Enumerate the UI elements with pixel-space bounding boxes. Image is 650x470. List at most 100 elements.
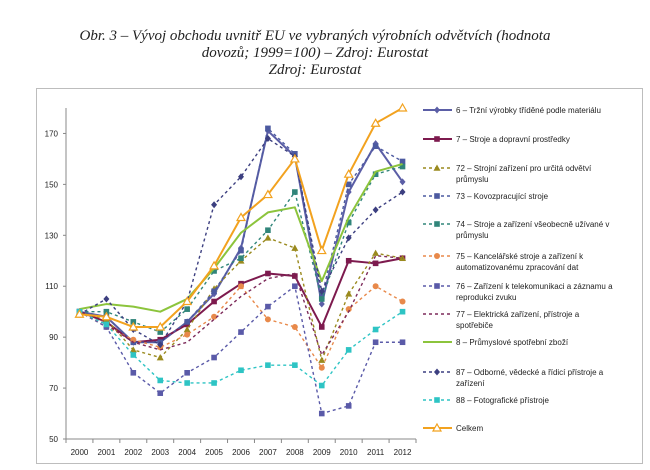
legend-label: 77 – Elektrická zařízení, přístroje a	[456, 310, 580, 319]
x-tick-label: 2001	[97, 448, 115, 457]
data-point	[318, 364, 325, 371]
series-3	[75, 234, 407, 363]
data-point	[343, 168, 354, 178]
x-tick-label: 2012	[394, 448, 412, 457]
data-point	[316, 245, 327, 255]
data-point	[184, 380, 190, 386]
data-point	[399, 308, 406, 315]
data-point	[211, 298, 217, 305]
data-point	[318, 324, 325, 330]
legend-label: Celkem	[456, 424, 483, 433]
data-point	[184, 306, 190, 312]
legend-item-11: 88 – Fotografické přístroje	[423, 396, 549, 405]
series-line	[79, 285, 403, 369]
data-point	[157, 377, 164, 384]
data-point	[372, 249, 380, 256]
legend-item-5: 74 – Stroje a zařízení všeobecně užívané…	[423, 220, 609, 240]
legend-label: 72 – Strojní zařízení pro určitá odvětví	[456, 164, 592, 173]
series-9	[79, 163, 403, 313]
data-point	[184, 370, 190, 376]
legend-item-7: 76 – Zařízení k telekomunikaci a záznamu…	[423, 282, 613, 302]
data-point	[74, 309, 85, 318]
legend-marker	[434, 253, 440, 259]
data-point	[238, 247, 244, 254]
y-tick-label: 130	[45, 231, 59, 240]
data-point	[103, 295, 110, 303]
data-point	[318, 296, 325, 302]
legend-label: 88 – Fotografické přístroje	[456, 396, 549, 405]
data-point	[372, 143, 379, 149]
chart-frame	[36, 88, 643, 464]
y-tick-label: 50	[49, 435, 58, 444]
legend-marker	[434, 368, 440, 376]
series-12	[74, 102, 408, 331]
data-point	[129, 346, 137, 353]
legend-item-3: 72 – Strojní zařízení pro určitá odvětví…	[423, 164, 592, 184]
data-point	[289, 153, 300, 163]
data-point	[211, 201, 218, 209]
data-point	[345, 347, 352, 353]
data-point	[211, 380, 217, 386]
legend-marker	[434, 221, 440, 227]
data-point	[101, 311, 112, 321]
series-line	[79, 127, 403, 343]
data-point	[155, 321, 166, 331]
series-line	[79, 311, 403, 387]
y-tick-label: 110	[45, 282, 58, 291]
legend-label: průmyslu	[456, 231, 488, 240]
data-point	[209, 260, 220, 270]
data-point	[211, 268, 217, 274]
legend-marker	[434, 136, 440, 142]
data-point	[157, 329, 164, 335]
legend-marker	[431, 422, 443, 432]
data-point	[397, 102, 408, 112]
data-point	[265, 303, 271, 310]
chart-axes: 50 70 90 110 130 150 170 2000 2001 2002 2003 2004 20…	[45, 108, 417, 457]
data-point	[156, 354, 164, 361]
data-point	[128, 321, 139, 331]
chart-title-line-1: Obr. 3 – Vývoj obchodu uvnitř EU ve vybr…	[79, 28, 551, 44]
legend-label: 6 – Tržní výrobky tříděné podle materiál…	[456, 106, 601, 115]
legend-label: 74 – Stroje a zařízení všeobecně užívané…	[456, 220, 609, 229]
data-point	[184, 331, 191, 338]
legend-marker	[434, 397, 440, 403]
chart-title-line-3: Zdroj: Eurostat	[268, 62, 362, 78]
data-point	[235, 212, 247, 222]
legend-label: automatizovanému zpracování dat	[456, 263, 579, 272]
x-tick-label: 2011	[367, 448, 385, 457]
legend-label: 8 – Průmyslové spotřební zboží	[456, 338, 569, 347]
data-point	[399, 158, 406, 165]
legend-item-9: 8 – Průmyslové spotřební zboží	[423, 338, 569, 347]
data-point	[265, 227, 271, 234]
data-point	[292, 273, 298, 279]
y-tick-label: 150	[45, 180, 59, 189]
data-point	[211, 354, 217, 361]
legend-item-12: Celkem	[423, 422, 483, 433]
data-point	[264, 316, 271, 323]
legend-label: průmyslu	[456, 175, 488, 184]
data-point	[345, 306, 352, 313]
legend-item-1: 6 – Tržní výrobky tříděné podle materiál…	[423, 106, 601, 115]
legend-label: spotřebiče	[456, 321, 493, 330]
data-point	[372, 339, 379, 346]
legend-item-6: 75 – Kancelářské stroje a zařízení k auto…	[423, 252, 584, 272]
x-tick-label: 2005	[205, 448, 223, 457]
data-point	[211, 288, 217, 295]
legend-item-10: 87 – Odborné, vědecké a řídicí přístroje…	[423, 368, 604, 388]
y-tick-label: 170	[45, 129, 59, 138]
data-point	[399, 188, 406, 196]
data-point	[318, 287, 325, 295]
legend-marker	[434, 283, 440, 289]
chart-legend: 6 – Tržní výrobky tříděné podle materiál…	[423, 106, 613, 433]
data-point	[372, 206, 379, 214]
data-point	[183, 326, 191, 333]
chart-title-line-2: dovozů; 1999=100) – Zdroj: Eurostat	[201, 45, 429, 61]
data-point	[399, 298, 406, 305]
x-tick-label: 2004	[178, 448, 196, 457]
series-10	[76, 135, 406, 349]
data-point	[265, 125, 271, 132]
data-point	[262, 189, 273, 199]
data-point	[184, 319, 190, 325]
legend-label: 76 – Zařízení k telekomunikaci a záznamu…	[456, 282, 613, 291]
